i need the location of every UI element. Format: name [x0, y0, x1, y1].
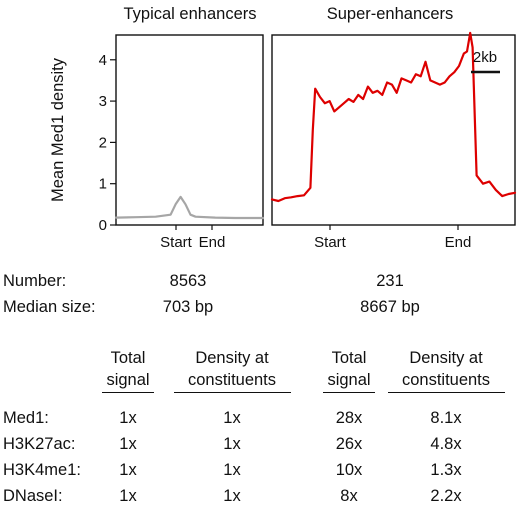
table-cell: 2.2x: [430, 487, 462, 505]
table-cell: 1x: [223, 461, 241, 479]
header-underline: [388, 392, 505, 393]
density-line: [270, 31, 517, 203]
x-tick-label-end: End: [199, 234, 226, 251]
plot-frame: [115, 34, 264, 226]
y-tick-label: 4: [99, 52, 107, 69]
table-cell: 1x: [119, 435, 137, 453]
table-cell: 4.8x: [430, 435, 462, 453]
header-density-super: Density at constituents: [402, 347, 490, 391]
typical-median-size: 703 bp: [162, 298, 214, 316]
typical-number: 8563: [169, 272, 207, 290]
summary-label-median-size: Median size:: [3, 298, 96, 316]
row-label-h3k27ac: H3K27ac:: [3, 435, 76, 453]
typical-enhancers-title: Typical enhancers: [123, 5, 257, 23]
typical-enhancers-panel: 0 1 2 3 4 Mean Med1 density Start End: [49, 34, 265, 251]
table-cell: 1x: [223, 487, 241, 505]
y-axis-label: Mean Med1 density: [49, 57, 67, 202]
header-line: Total: [110, 349, 146, 367]
header-line: Total: [331, 349, 367, 367]
table-cell: 1.3x: [430, 461, 462, 479]
header-density-typical: Density at constituents: [188, 347, 276, 391]
header-line: signal: [106, 371, 150, 389]
row-label-med1: Med1:: [3, 409, 49, 427]
x-tick-label-start: Start: [160, 234, 193, 251]
y-tick-label: 1: [99, 176, 107, 193]
x-tick-label-start: Start: [314, 234, 347, 251]
y-tick-label: 2: [99, 134, 107, 151]
header-line: constituents: [401, 371, 491, 389]
x-tick-label-end: End: [445, 234, 472, 251]
table-cell: 26x: [335, 435, 363, 453]
row-label-dnasei: DNaseI:: [3, 487, 63, 505]
table-cell: 1x: [223, 409, 241, 427]
density-line: [114, 195, 265, 220]
plot-frame: [271, 34, 516, 226]
table-cell: 8x: [340, 487, 358, 505]
row-label-h3k4me1: H3K4me1:: [3, 461, 81, 479]
header-line: signal: [327, 371, 371, 389]
header-total-signal-typical: Total signal: [106, 347, 149, 391]
table-cell: 1x: [119, 409, 137, 427]
y-tick-label: 3: [99, 93, 107, 110]
header-total-signal-super: Total signal: [327, 347, 370, 391]
table-cell: 1x: [119, 461, 137, 479]
header-underline: [323, 392, 375, 393]
table-cell: 10x: [335, 461, 363, 479]
table-cell: 8.1x: [430, 409, 462, 427]
header-line: Density at: [409, 349, 483, 367]
scale-bar-label: 2kb: [473, 49, 497, 66]
super-number: 231: [376, 272, 404, 290]
header-line: constituents: [187, 371, 277, 389]
summary-label-number: Number:: [3, 272, 67, 290]
table-cell: 28x: [335, 409, 363, 427]
super-enhancers-title: Super-enhancers: [326, 5, 454, 23]
header-line: Density at: [195, 349, 269, 367]
table-cell: 1x: [119, 487, 137, 505]
header-underline: [174, 392, 291, 393]
y-tick-label: 0: [99, 217, 107, 234]
header-underline: [102, 392, 154, 393]
super-enhancers-panel: Start End 2kb: [270, 31, 517, 251]
table-cell: 1x: [223, 435, 241, 453]
super-median-size: 8667 bp: [360, 298, 420, 316]
